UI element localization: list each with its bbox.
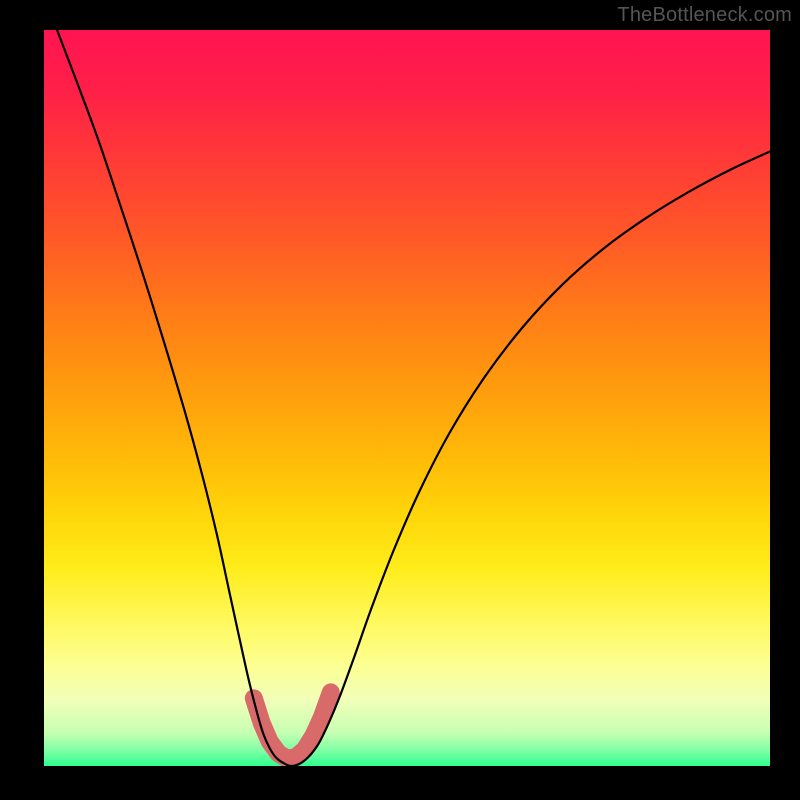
chart-stage: TheBottleneck.com xyxy=(0,0,800,800)
bottleneck-chart xyxy=(0,0,800,800)
watermark-text: TheBottleneck.com xyxy=(617,4,792,27)
plot-background xyxy=(44,30,770,766)
